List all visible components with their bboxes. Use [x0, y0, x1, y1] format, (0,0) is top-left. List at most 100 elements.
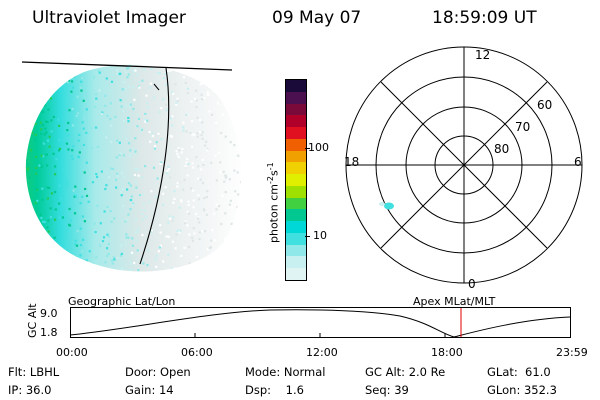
disk-speckle-pixel — [131, 274, 133, 276]
disk-speckle-pixel — [244, 269, 246, 271]
disk-speckle-pixel — [52, 152, 55, 155]
disk-speckle-pixel — [30, 103, 33, 106]
disk-speckle-pixel — [127, 236, 130, 239]
disk-speckle-pixel — [51, 275, 53, 277]
disk-speckle-pixel — [19, 281, 21, 283]
disk-speckle-pixel — [140, 176, 144, 179]
disk-speckle-pixel — [55, 158, 58, 161]
disk-speckle-pixel — [74, 195, 77, 198]
timeline-xtick-1200: 12:00 — [306, 346, 338, 359]
disk-speckle-pixel — [205, 195, 208, 199]
disk-speckle-pixel — [140, 208, 143, 212]
disk-speckle-pixel — [197, 217, 200, 220]
disk-speckle-pixel — [65, 79, 68, 82]
disk-speckle-pixel — [91, 58, 93, 60]
disk-speckle-pixel — [80, 80, 83, 83]
disk-speckle-pixel — [49, 64, 52, 67]
disk-speckle-pixel — [203, 230, 207, 233]
disk-speckle-pixel — [42, 220, 45, 223]
disk-speckle-pixel — [76, 54, 78, 56]
disk-speckle-pixel — [238, 237, 241, 240]
disk-speckle-pixel — [221, 113, 225, 116]
disk-speckle-pixel — [123, 272, 125, 274]
disk-speckle-pixel — [144, 209, 147, 212]
disk-speckle-pixel — [16, 191, 18, 193]
disk-speckle-pixel — [21, 131, 23, 133]
disk-speckle-pixel — [234, 190, 237, 193]
disk-speckle-pixel — [25, 80, 27, 83]
colorbar-segment — [286, 268, 306, 281]
disk-speckle-pixel — [68, 109, 71, 112]
colorbar-segment — [286, 232, 306, 245]
time-label: 18:59:09 UT — [432, 8, 537, 28]
disk-speckle-pixel — [96, 145, 99, 148]
disk-speckle-pixel — [125, 236, 128, 239]
disk-speckle-pixel — [238, 267, 241, 270]
disk-speckle-pixel — [234, 52, 236, 54]
disk-speckle-pixel — [23, 97, 25, 99]
disk-speckle-pixel — [242, 159, 244, 161]
disk-speckle-pixel — [135, 181, 138, 184]
disk-speckle-pixel — [19, 245, 21, 247]
disk-speckle-pixel — [113, 258, 116, 261]
disk-speckle-pixel — [223, 86, 226, 89]
disk-speckle-pixel — [49, 53, 51, 55]
disk-speckle-pixel — [101, 240, 105, 243]
disk-speckle-pixel — [227, 274, 229, 276]
disk-speckle-pixel — [183, 178, 186, 182]
colorbar-tick-100: 100 — [308, 141, 329, 154]
disk-speckle-pixel — [77, 139, 80, 142]
disk-speckle-pixel — [181, 147, 184, 150]
disk-speckle-pixel — [171, 91, 174, 94]
disk-speckle-pixel — [135, 278, 137, 280]
disk-speckle-pixel — [126, 188, 129, 191]
disk-speckle-pixel — [155, 265, 158, 268]
disk-speckle-pixel — [165, 109, 168, 112]
disk-speckle-pixel — [45, 55, 47, 57]
disk-speckle-pixel — [135, 186, 138, 189]
disk-speckle-pixel — [172, 92, 175, 95]
colorbar-segment — [286, 91, 306, 104]
disk-speckle-pixel — [233, 108, 236, 111]
timeline-xtick-2359: 23:59 — [556, 346, 588, 359]
disk-speckle-pixel — [182, 76, 186, 79]
disk-speckle-pixel — [57, 257, 60, 260]
disk-speckle-pixel — [146, 278, 148, 280]
disk-speckle-pixel — [119, 191, 122, 194]
disk-speckle-pixel — [239, 71, 242, 74]
disk-speckle-pixel — [159, 231, 162, 234]
disk-speckle-pixel — [116, 72, 119, 75]
disk-speckle-pixel — [154, 258, 157, 261]
disk-speckle-pixel — [16, 199, 18, 201]
disk-speckle-pixel — [86, 71, 89, 74]
disk-speckle-pixel — [45, 90, 48, 93]
disk-speckle-pixel — [106, 247, 109, 250]
disk-speckle-pixel — [95, 272, 97, 274]
disk-speckle-pixel — [25, 118, 28, 122]
disk-speckle-pixel — [17, 187, 19, 189]
disk-speckle-pixel — [166, 172, 169, 175]
disk-speckle-pixel — [201, 158, 204, 161]
disk-speckle-pixel — [182, 129, 185, 132]
disk-speckle-pixel — [213, 239, 216, 242]
disk-speckle-pixel — [51, 56, 53, 58]
disk-speckle-pixel — [36, 199, 39, 202]
disk-speckle-pixel — [229, 199, 232, 202]
disk-speckle-pixel — [103, 210, 106, 213]
disk-speckle-pixel — [33, 65, 36, 68]
disk-speckle-pixel — [243, 216, 245, 218]
disk-speckle-pixel — [181, 279, 183, 281]
disk-speckle-pixel — [70, 270, 73, 272]
disk-speckle-pixel — [160, 107, 163, 110]
disk-speckle-pixel — [49, 252, 52, 255]
disk-speckle-pixel — [108, 176, 111, 179]
disk-speckle-pixel — [67, 120, 70, 123]
disk-speckle-pixel — [125, 71, 128, 74]
disk-speckle-pixel — [106, 114, 109, 117]
disk-speckle-pixel — [233, 169, 236, 172]
disk-speckle-pixel — [161, 98, 165, 101]
disk-speckle-pixel — [87, 244, 90, 247]
disk-speckle-pixel — [120, 105, 123, 108]
info-dsp: Dsp: 1.6 — [245, 383, 304, 397]
disk-speckle-pixel — [109, 102, 112, 105]
